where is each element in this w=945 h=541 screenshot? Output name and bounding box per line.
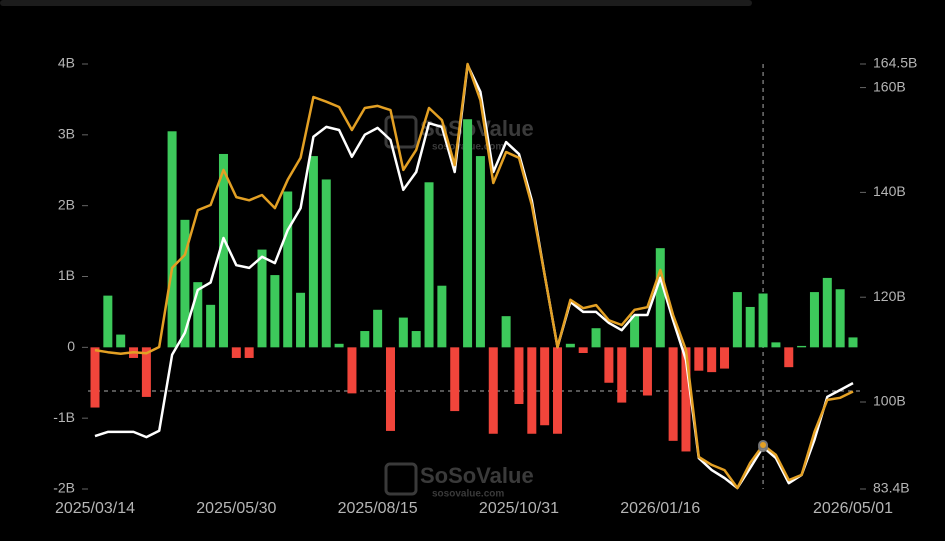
bar	[758, 293, 768, 348]
bar	[450, 347, 460, 412]
bar	[809, 292, 819, 348]
x-tick-label: 2025/10/31	[479, 500, 559, 517]
x-tick-label: 2026/01/16	[620, 500, 700, 517]
y2-tick-label: 120B	[873, 288, 906, 304]
bar	[604, 347, 614, 383]
y2-tick-label: 164.5B	[873, 55, 917, 71]
y2-tick-label: 140B	[873, 183, 906, 199]
bar	[488, 347, 498, 434]
bar	[463, 119, 473, 348]
bar	[411, 331, 421, 348]
bar	[835, 289, 845, 348]
bar	[283, 191, 293, 348]
bar	[141, 347, 151, 397]
watermark-url: sosovalue.com	[432, 489, 504, 500]
bar	[617, 347, 627, 403]
bar	[630, 315, 640, 348]
bar	[848, 337, 858, 348]
bar	[540, 347, 550, 426]
bar	[771, 342, 781, 348]
y-tick-label: -2B	[53, 480, 75, 496]
watermark: SoSoValue	[420, 463, 534, 488]
bar	[745, 306, 755, 348]
y-tick-label: 2B	[58, 196, 75, 212]
bar	[732, 292, 742, 348]
bar	[193, 282, 203, 348]
bar	[578, 347, 588, 353]
bar	[206, 304, 216, 348]
bar	[218, 153, 228, 348]
bar	[244, 347, 254, 358]
bar	[707, 347, 717, 373]
watermarks: SoSoValue sosovalue.com SoSoValue sosova…	[384, 115, 534, 500]
bar	[373, 309, 383, 348]
bar	[668, 347, 678, 441]
y-tick-label: 1B	[58, 267, 75, 283]
bar	[424, 182, 434, 348]
bar	[321, 179, 331, 348]
bar	[681, 347, 691, 452]
bar	[334, 343, 344, 348]
bar	[270, 275, 280, 348]
bar	[694, 347, 704, 371]
bar	[591, 328, 601, 348]
y-tick-label: -1B	[53, 409, 75, 425]
bar	[398, 317, 408, 348]
y2-tick-label: 83.4B	[873, 480, 910, 496]
bar	[475, 156, 485, 348]
y-tick-label: 3B	[58, 126, 75, 142]
bar	[231, 347, 241, 358]
bar	[720, 347, 730, 369]
bar	[565, 343, 575, 348]
bar	[116, 334, 126, 348]
x-tick-label: 2026/05/01	[813, 500, 893, 517]
watermark: SoSoValue	[420, 116, 534, 141]
top-bar	[0, 0, 752, 6]
bar	[437, 285, 447, 348]
y2-tick-label: 100B	[873, 393, 906, 409]
bar	[90, 347, 100, 408]
watermark-logo	[384, 115, 418, 149]
bar	[784, 347, 794, 368]
bar	[257, 249, 267, 348]
bar	[527, 347, 537, 434]
bar	[180, 219, 190, 348]
x-tick-label: 2025/05/30	[196, 500, 276, 517]
bar	[308, 156, 318, 348]
watermark-logo	[384, 462, 418, 496]
bar	[642, 347, 652, 396]
x-tick-label: 2025/08/15	[338, 500, 418, 517]
y2-tick-label: 160B	[873, 78, 906, 94]
bar	[822, 277, 832, 348]
bar	[655, 248, 665, 348]
y-tick-label: 0	[67, 338, 75, 354]
x-tick-label: 2025/03/14	[55, 500, 135, 517]
line	[94, 62, 854, 490]
bar	[501, 316, 511, 348]
hover-point	[758, 439, 769, 450]
bar	[385, 347, 395, 431]
bar	[167, 131, 177, 348]
y-tick-label: 4B	[58, 55, 75, 71]
bar	[553, 347, 563, 434]
bar	[514, 347, 524, 404]
bar	[797, 345, 807, 348]
bar	[296, 292, 306, 348]
bar	[360, 331, 370, 348]
bar	[347, 347, 357, 394]
bar	[103, 295, 113, 348]
